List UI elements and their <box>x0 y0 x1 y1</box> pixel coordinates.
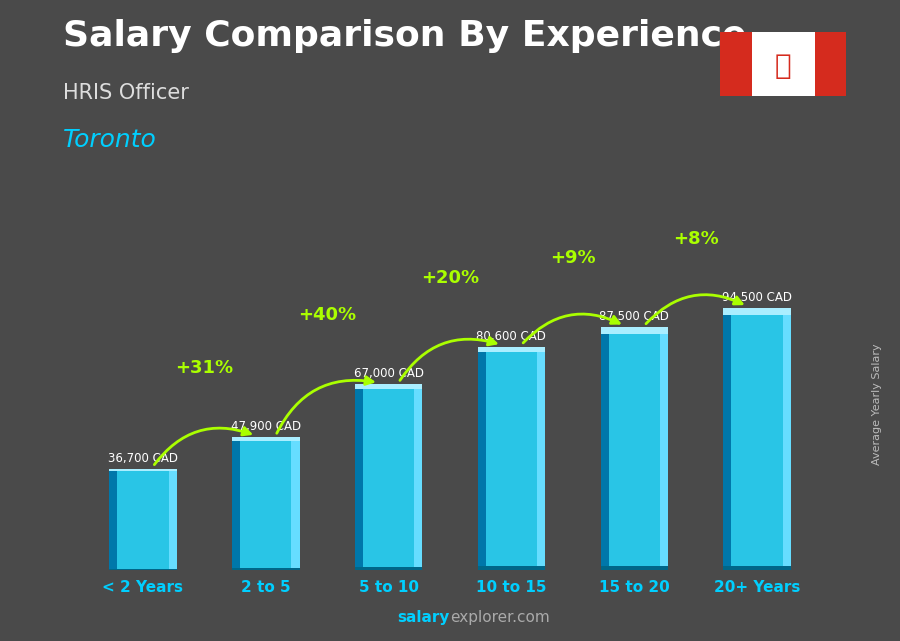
Bar <box>355 567 422 570</box>
Bar <box>600 328 608 570</box>
FancyBboxPatch shape <box>716 29 850 99</box>
Text: +8%: +8% <box>673 230 718 248</box>
Bar <box>232 568 300 570</box>
Bar <box>478 347 545 570</box>
Text: +40%: +40% <box>298 306 356 324</box>
Bar <box>355 385 422 389</box>
Bar <box>109 469 176 570</box>
Text: 67,000 CAD: 67,000 CAD <box>354 367 424 380</box>
Bar <box>752 32 814 96</box>
Text: 🍁: 🍁 <box>775 52 791 79</box>
Bar <box>109 569 176 570</box>
Text: Average Yearly Salary: Average Yearly Salary <box>872 343 883 465</box>
Bar <box>292 437 300 570</box>
Text: 94,500 CAD: 94,500 CAD <box>722 291 792 304</box>
Bar <box>109 469 117 570</box>
Bar <box>720 32 751 96</box>
Text: +20%: +20% <box>421 269 479 287</box>
Bar <box>600 328 668 570</box>
Bar <box>232 437 300 441</box>
Bar <box>478 567 545 570</box>
Text: 36,700 CAD: 36,700 CAD <box>108 451 178 465</box>
Text: Toronto: Toronto <box>63 128 157 152</box>
Text: 47,900 CAD: 47,900 CAD <box>230 420 301 433</box>
Text: 80,600 CAD: 80,600 CAD <box>476 329 546 342</box>
Bar <box>537 347 545 570</box>
Bar <box>478 347 486 570</box>
Text: +31%: +31% <box>176 360 233 378</box>
Bar <box>783 308 791 570</box>
Bar <box>355 385 363 570</box>
Bar <box>232 437 300 570</box>
Bar <box>478 347 545 352</box>
Bar <box>600 328 668 333</box>
Bar <box>109 469 176 471</box>
Bar <box>355 385 422 570</box>
Bar <box>814 32 846 96</box>
Text: +9%: +9% <box>550 249 596 267</box>
Text: 87,500 CAD: 87,500 CAD <box>599 310 670 324</box>
Text: HRIS Officer: HRIS Officer <box>63 83 189 103</box>
Bar <box>724 308 791 570</box>
Text: Salary Comparison By Experience: Salary Comparison By Experience <box>63 19 746 53</box>
Bar <box>660 328 668 570</box>
Text: salary: salary <box>398 610 450 625</box>
Text: explorer.com: explorer.com <box>450 610 550 625</box>
Bar <box>168 469 176 570</box>
Bar <box>414 385 422 570</box>
Bar <box>724 308 791 315</box>
Bar <box>600 566 668 570</box>
Bar <box>724 566 791 570</box>
Bar <box>724 308 732 570</box>
Bar <box>232 437 240 570</box>
